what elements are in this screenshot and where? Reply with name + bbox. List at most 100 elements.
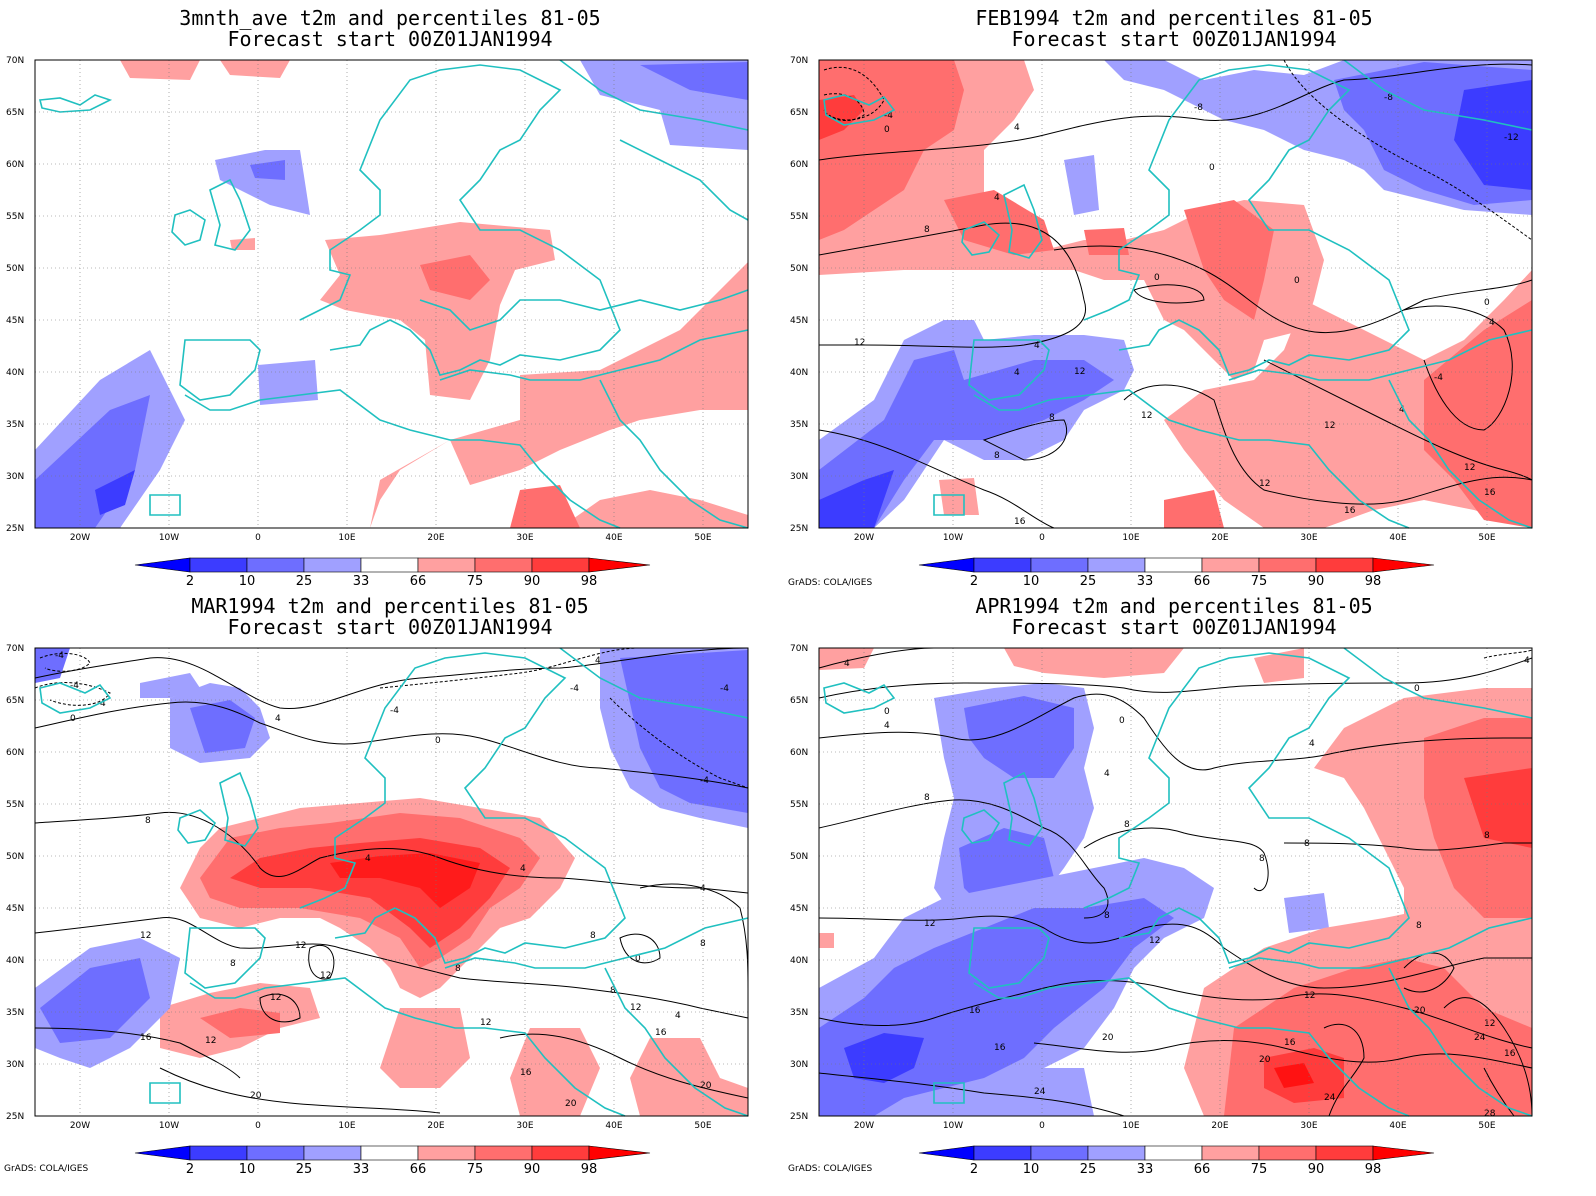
contour-label: 0 — [1119, 716, 1125, 726]
map-plot: -4 0 4 -8 -8 0 4 8 0 0 12 4 4 12 8 8 12 … — [790, 56, 1533, 589]
colorbar-label: 75 — [467, 574, 484, 589]
grid-lines — [35, 60, 748, 528]
colorbar — [918, 1145, 1435, 1161]
lon-label: 40E — [605, 533, 622, 543]
lon-label: 30E — [516, 1121, 533, 1131]
contour-label: -4 — [700, 776, 709, 786]
colorbar-label: 25 — [296, 1162, 313, 1177]
contour-label: 16 — [1484, 488, 1496, 498]
colorbar-label: 2 — [970, 1162, 978, 1177]
contour-label: 4 — [675, 1011, 681, 1021]
contour-label: 4 — [100, 699, 106, 709]
contour-label: 4 — [275, 714, 281, 724]
contour-label: -4 — [570, 684, 579, 694]
colorbar-label: 2 — [186, 574, 194, 589]
lat-label: 60N — [6, 748, 24, 758]
contour-label: 20 — [565, 1099, 577, 1109]
colorbar — [134, 557, 651, 573]
lon-labels: 20W 10W 0 10E 20E 30E 40E 50E — [70, 1121, 712, 1131]
contour-label: 4 — [884, 721, 890, 731]
lon-label: 10W — [159, 533, 179, 543]
contour-label: -4 — [720, 684, 729, 694]
colorbar-labels: 2 10 25 33 66 75 90 98 — [186, 574, 597, 589]
contour-label: 12 — [1259, 479, 1270, 489]
contour-label: 20 — [700, 1081, 712, 1091]
colorbar-label: 10 — [239, 574, 256, 589]
contour-label: 0 — [1414, 684, 1420, 694]
lon-label: 0 — [1039, 1121, 1045, 1131]
contour-label: -8 — [1384, 93, 1393, 103]
lon-label: 20W — [854, 1121, 874, 1131]
contour-label: 16 — [969, 1006, 981, 1016]
lat-label: 55N — [790, 212, 808, 222]
lat-labels: 70N 65N 60N 55N 50N 45N 40N 35N 30N 25N — [790, 644, 808, 1122]
lat-label: 45N — [790, 904, 808, 914]
panel-title: FEB1994 t2m and percentiles 81-05 — [975, 6, 1373, 30]
plot-frame — [818, 647, 1533, 1117]
colorbar — [134, 1145, 651, 1161]
contour-label: 16 — [1344, 506, 1356, 516]
lon-label: 10E — [338, 1121, 355, 1131]
map-panel-feb1994: FEB1994 t2m and percentiles 81-05 Foreca… — [784, 0, 1564, 590]
contour-label: 20 — [250, 1091, 262, 1101]
contour-label: 8 — [1049, 413, 1055, 423]
lat-label: 25N — [790, 524, 808, 534]
lat-label: 65N — [790, 108, 808, 118]
coastlines — [38, 59, 749, 529]
colorbar-label: 98 — [1365, 574, 1382, 589]
colorbar-labels: 2 10 25 33 66 75 90 98 — [186, 1162, 597, 1177]
contour-label: 4 — [1034, 341, 1040, 351]
map-plot: -4 -4 4 0 4 -4 -4 4 0 -4 -4 8 4 4 4 12 1… — [6, 644, 749, 1177]
contour-label: 12 — [1324, 421, 1335, 431]
grads-credit: GrADS: COLA/IGES — [788, 1164, 873, 1174]
lon-label: 20E — [427, 1121, 444, 1131]
contour-label: 4 — [1524, 656, 1530, 666]
lon-label: 10E — [338, 533, 355, 543]
colorbar-label: 66 — [410, 1162, 427, 1177]
lon-label: 20E — [1211, 1121, 1228, 1131]
grads-credit: GrADS: COLA/IGES — [788, 578, 873, 588]
colorbar-label: 2 — [970, 574, 978, 589]
panel-title: APR1994 t2m and percentiles 81-05 — [975, 594, 1373, 618]
lat-label: 30N — [790, 472, 808, 482]
colorbar-label: 75 — [1251, 1162, 1268, 1177]
contour-label: 12 — [854, 338, 865, 348]
contour-label: -4 — [70, 681, 79, 691]
lat-labels: 70N 65N 60N 55N 50N 45N 40N 35N 30N 25N — [6, 644, 24, 1122]
coastlines — [823, 647, 1533, 1117]
lat-label: 55N — [6, 212, 24, 222]
colorbar-label: 10 — [239, 1162, 256, 1177]
lon-label: 40E — [1389, 1121, 1406, 1131]
contour-label: 0 — [70, 714, 76, 724]
colorbar-label: 33 — [353, 1162, 370, 1177]
map-panel-mar1994: MAR1994 t2m and percentiles 81-05 Foreca… — [0, 588, 780, 1178]
contour-label: -4 — [1434, 373, 1443, 383]
contour-label: -4 — [390, 706, 399, 716]
contours — [818, 59, 1533, 529]
contour-label: 16 — [1504, 1049, 1516, 1059]
contour-label: 12 — [205, 1036, 216, 1046]
lon-label: 20E — [1211, 533, 1228, 543]
contour-label: 12 — [320, 971, 331, 981]
colorbar-label: 90 — [524, 574, 541, 589]
lat-labels: 70N 65N 60N 55N 50N 45N 40N 35N 30N 25N — [6, 56, 24, 534]
contour-label: -12 — [1504, 133, 1519, 143]
contour-label: 8 — [1304, 839, 1310, 849]
lat-label: 55N — [6, 800, 24, 810]
colorbar-label: 66 — [1194, 1162, 1211, 1177]
contour-label: -4 — [55, 651, 64, 661]
lat-label: 60N — [790, 160, 808, 170]
shaded-anomalies — [35, 648, 748, 1116]
lon-label: 0 — [1039, 533, 1045, 543]
lat-label: 70N — [790, 644, 808, 654]
lon-label: 50E — [694, 1121, 711, 1131]
plot-frame — [34, 59, 749, 529]
colorbar-labels: 2 10 25 33 66 75 90 98 — [970, 1162, 1381, 1177]
lon-labels: 20W 10W 0 10E 20E 30E 40E 50E — [854, 1121, 1496, 1131]
lon-labels: 20W 10W 0 10E 20E 30E 40E 50E — [70, 533, 712, 543]
grid-lines — [819, 648, 1532, 1116]
lon-label: 20W — [854, 533, 874, 543]
lat-label: 30N — [6, 1060, 24, 1070]
lon-label: 40E — [605, 1121, 622, 1131]
lat-label: 25N — [6, 1112, 24, 1122]
